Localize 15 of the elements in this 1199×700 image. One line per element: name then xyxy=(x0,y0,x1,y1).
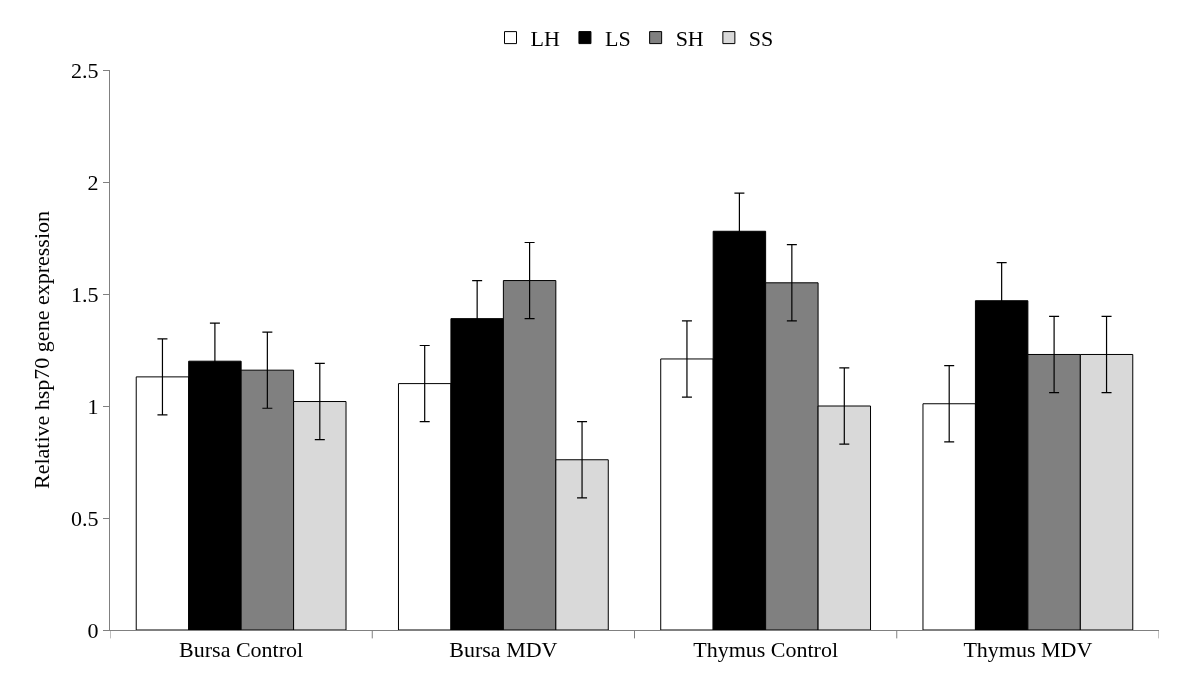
y-tick-label: 0 xyxy=(87,617,99,643)
y-tick-label: 2 xyxy=(87,169,99,195)
y-tick-label: 1.5 xyxy=(71,281,99,307)
y-tick-label: 1 xyxy=(87,393,99,419)
legend-label: LH xyxy=(530,26,560,52)
x-tick-label: Thymus MDV xyxy=(963,637,1093,663)
x-tick-label: Bursa Control xyxy=(179,637,304,663)
legend-label: SS xyxy=(748,26,774,52)
y-tick-label: 0.5 xyxy=(71,505,99,531)
legend-label: LS xyxy=(604,26,631,52)
x-tick-label: Bursa MDV xyxy=(449,637,558,663)
legend-label: SH xyxy=(675,26,704,52)
y-axis-title: Relative hsp70 gene expression xyxy=(28,211,54,489)
x-tick-label: Thymus Control xyxy=(693,637,839,663)
y-tick-label: 2.5 xyxy=(71,57,99,83)
